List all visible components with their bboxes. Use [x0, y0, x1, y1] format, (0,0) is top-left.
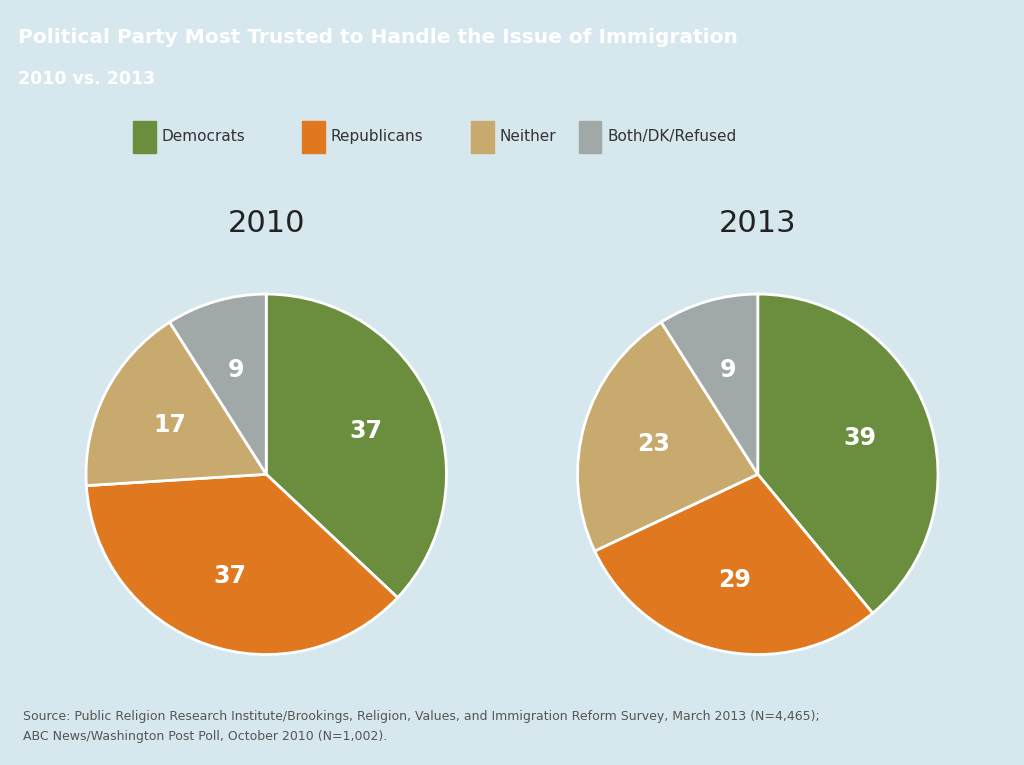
Text: 37: 37 [349, 419, 382, 444]
Text: Political Party Most Trusted to Handle the Issue of Immigration: Political Party Most Trusted to Handle t… [18, 28, 738, 47]
Wedge shape [266, 294, 446, 597]
Title: 2013: 2013 [719, 210, 797, 239]
Bar [133, 121, 156, 153]
Text: Both/DK/Refused: Both/DK/Refused [607, 129, 736, 145]
Text: Source: Public Religion Research Institute/Brookings, Religion, Values, and Immi: Source: Public Religion Research Institu… [23, 710, 819, 743]
Wedge shape [170, 294, 266, 474]
Text: 9: 9 [719, 359, 736, 382]
Text: Democrats: Democrats [162, 129, 246, 145]
Text: 29: 29 [718, 568, 751, 592]
Wedge shape [86, 322, 266, 486]
Text: Neither: Neither [500, 129, 556, 145]
Bar [471, 121, 494, 153]
Text: 37: 37 [213, 564, 246, 588]
Text: Republicans: Republicans [331, 129, 423, 145]
Wedge shape [578, 322, 758, 551]
Title: 2010: 2010 [227, 210, 305, 239]
Wedge shape [595, 474, 872, 655]
Text: 9: 9 [227, 359, 245, 382]
Wedge shape [86, 474, 397, 655]
Bar [579, 121, 601, 153]
Text: 39: 39 [843, 425, 876, 450]
Text: 23: 23 [638, 432, 671, 456]
Wedge shape [662, 294, 758, 474]
Bar [302, 121, 325, 153]
Text: 2010 vs. 2013: 2010 vs. 2013 [18, 70, 156, 88]
Text: 17: 17 [154, 413, 186, 438]
Wedge shape [758, 294, 938, 614]
